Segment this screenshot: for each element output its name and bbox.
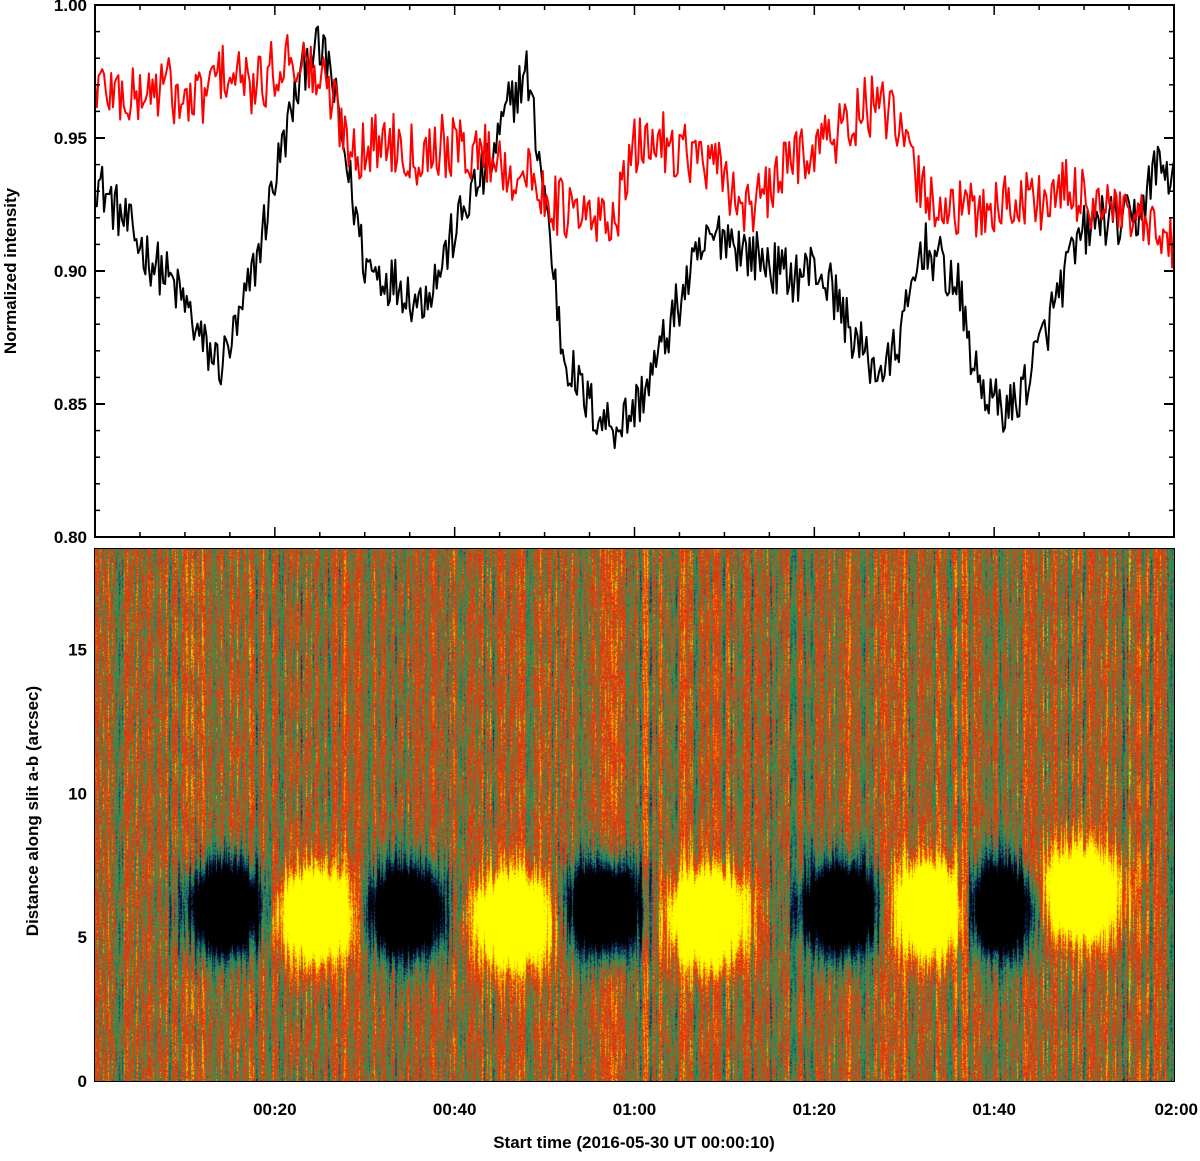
bottom-y-axis-label: Distance along slit a-b (arcsec) [23,686,42,936]
heatmap-image [95,549,1174,1081]
bottom-y-tick-label: 5 [78,928,87,947]
top-y-axis-label: Normalized intensity [1,187,20,354]
series-black-line [95,25,1174,450]
series-black-group [95,25,1174,450]
top-y-tick-label: 0.80 [54,528,87,547]
bottom-x-tick-label: 01:00 [613,1100,656,1119]
series-red-line [95,34,1174,269]
bottom-x-tick-label: 00:20 [253,1100,296,1119]
top-y-tick-label: 0.85 [54,395,87,414]
bottom-x-axis-label: Start time (2016-05-30 UT 00:00:10) [493,1133,775,1152]
bottom-x-tick-label: 01:20 [793,1100,836,1119]
line-panel: 0.80 0.85 0.90 0.95 1.00 Normalized intensit… [1,0,1175,547]
top-y-tick-label: 0.90 [54,262,87,281]
bottom-y-tick-label: 10 [68,784,87,803]
bottom-y-tick-label: 15 [68,641,87,660]
bottom-x-tick-label: 01:40 [972,1100,1015,1119]
top-y-tick-label: 0.95 [54,129,87,148]
series-red-group [95,34,1174,269]
bottom-x-tick-label: 00:40 [433,1100,476,1119]
bottom-y-tick-label: 0 [78,1072,87,1091]
bottom-x-tick-label: 02:00 [1155,1100,1198,1119]
top-y-tick-label: 1.00 [54,0,87,15]
